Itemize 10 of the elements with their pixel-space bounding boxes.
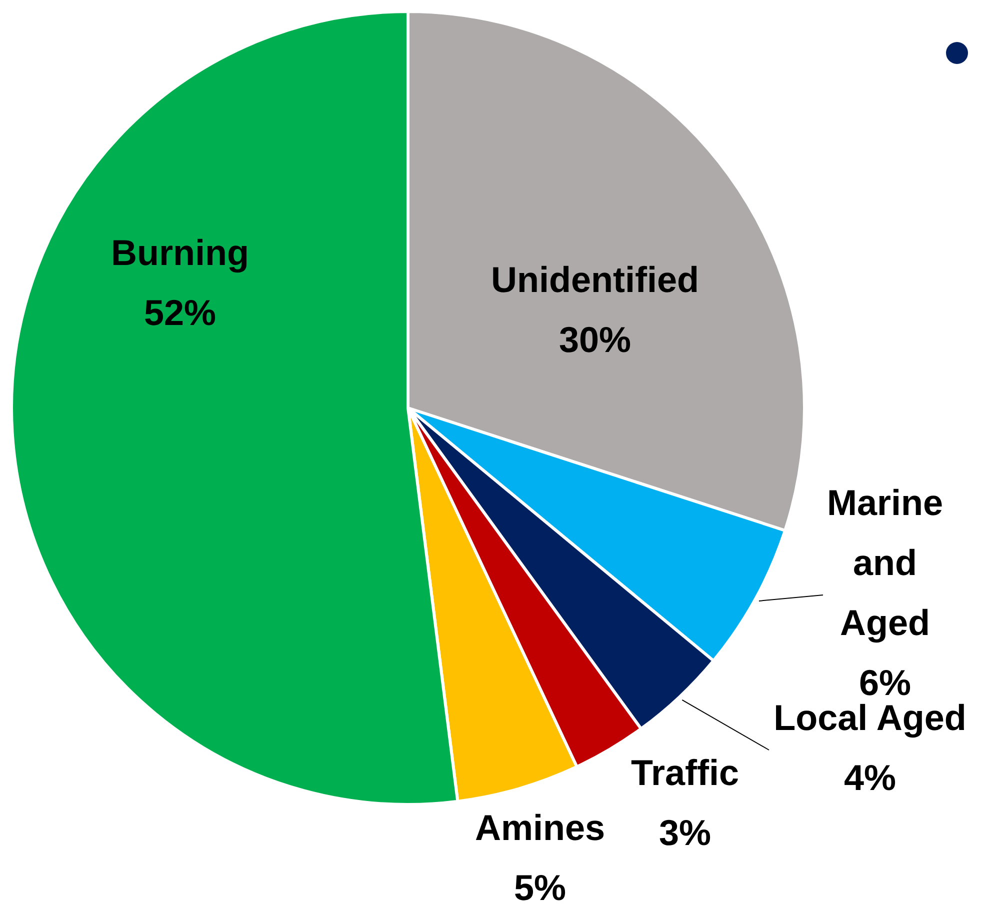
slice-label: Marine and Aged bbox=[826, 482, 944, 643]
slice-label: Unidentified bbox=[491, 258, 699, 300]
slice-label: Amines bbox=[474, 806, 606, 848]
slice-label: Burning bbox=[111, 232, 249, 273]
data-label: 5% bbox=[514, 866, 566, 905]
data-label: 52% bbox=[144, 292, 216, 333]
data-label: 4% bbox=[844, 756, 896, 798]
slice-label: Traffic bbox=[630, 752, 740, 793]
data-label: 3% bbox=[658, 812, 712, 853]
data-label: 30% bbox=[558, 318, 632, 360]
